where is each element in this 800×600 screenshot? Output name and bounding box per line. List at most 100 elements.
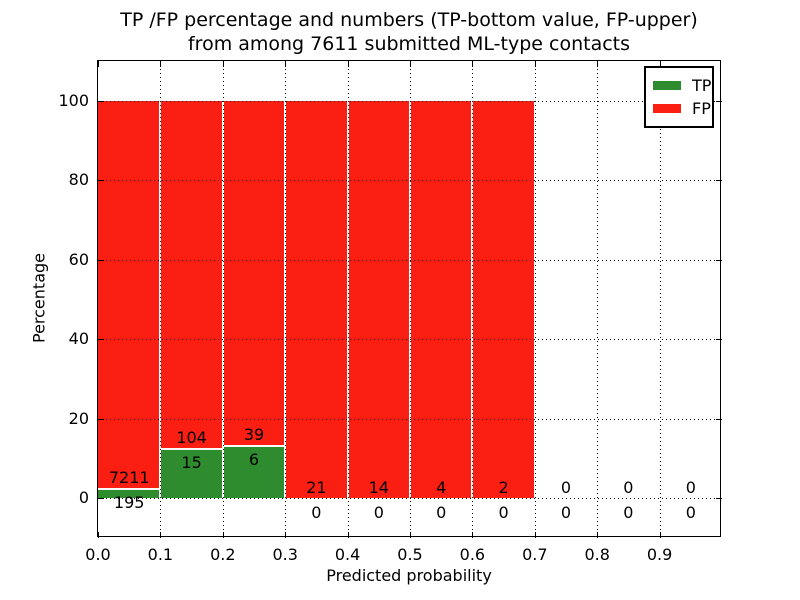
x-tick-label: 0.5 [397, 545, 423, 564]
x-tick-mark [597, 532, 599, 538]
horizontal-gridline [98, 100, 720, 102]
vertical-gridline [160, 61, 162, 536]
fp-count-label: 14 [368, 478, 389, 498]
x-tick-mark [98, 532, 99, 538]
x-tick-mark [98, 61, 99, 67]
x-tick-mark [160, 61, 162, 67]
legend: TP FP [644, 66, 714, 128]
tp-count-label: 0 [685, 503, 696, 523]
tp-count-label: 0 [498, 503, 509, 523]
tp-count-label: 0 [623, 503, 634, 523]
tp-count-label: 6 [248, 450, 260, 470]
x-tick-mark [285, 532, 287, 538]
y-tick-mark [716, 100, 722, 102]
y-tick-label: 80 [68, 170, 89, 190]
horizontal-gridline [98, 418, 720, 420]
vertical-gridline [597, 61, 599, 536]
fp-bar-segment [472, 100, 535, 499]
y-tick-mark [716, 418, 722, 420]
fp-count-label: 0 [623, 478, 634, 498]
chart-title: TP /FP percentage and numbers (TP-bottom… [97, 8, 721, 56]
x-tick-mark [222, 61, 224, 67]
chart-title-line2: from among 7611 submitted ML-type contac… [187, 33, 631, 55]
fp-bar-segment [222, 100, 286, 446]
fp-count-label: 21 [306, 478, 327, 498]
y-tick-label: 0 [78, 488, 89, 508]
fp-count-label: 0 [685, 478, 696, 498]
plot-area: TP FP 0.0 0.1 0.2 0.3 0.4 0.5 0.6 0.7 0.8 0.9 0 20 4… [58, 60, 722, 564]
tp-count-label: 0 [436, 503, 447, 523]
x-tick-mark [597, 61, 599, 67]
x-tick-label: 0.7 [522, 545, 548, 564]
chart-title-line1: TP /FP percentage and numbers (TP-bottom… [120, 9, 698, 31]
x-tick-mark [472, 532, 474, 538]
x-tick-mark [410, 61, 411, 67]
fp-bar-segment [410, 100, 473, 499]
legend-entry-fp: FP [653, 97, 711, 120]
y-tick-mark [98, 259, 104, 261]
fp-legend-label: FP [692, 98, 711, 118]
tp-count-label: 0 [560, 503, 572, 523]
fp-bar-segment [98, 100, 161, 488]
x-tick-mark [285, 61, 287, 67]
vertical-gridline [410, 61, 411, 536]
y-tick-mark [98, 418, 104, 420]
fp-bar-segment [160, 100, 223, 449]
x-axis-label: Predicted probability [326, 566, 492, 585]
y-tick-label: 60 [68, 249, 89, 269]
y-tick-mark [98, 339, 104, 341]
tp-bar-segment [98, 487, 161, 499]
legend-entry-tp: TP [653, 74, 711, 97]
tp-count-label: 195 [113, 492, 145, 512]
x-tick-label: 0.9 [646, 545, 673, 564]
x-tick-label: 0.2 [210, 545, 236, 564]
tp-legend-swatch [653, 81, 681, 90]
x-tick-mark [222, 532, 224, 538]
y-tick-mark [98, 100, 104, 102]
tp-bar-segment [160, 448, 223, 499]
y-tick-mark [98, 180, 104, 182]
fp-count-label: 0 [560, 478, 572, 498]
fp-count-label: 39 [243, 425, 265, 445]
fp-bar-segment [347, 100, 410, 499]
x-tick-mark [659, 532, 661, 538]
x-tick-mark [534, 61, 536, 67]
tp-bar-segment [222, 445, 286, 499]
y-tick-mark [716, 339, 722, 341]
vertical-gridline [222, 61, 224, 536]
horizontal-gridline [98, 498, 720, 500]
horizontal-gridline [98, 259, 720, 261]
fp-count-label: 104 [176, 428, 207, 448]
y-tick-mark [716, 180, 722, 182]
y-tick-label: 20 [68, 408, 89, 428]
tp-count-label: 0 [311, 503, 322, 523]
y-tick-mark [98, 498, 104, 500]
x-tick-label: 0.0 [85, 545, 111, 564]
x-tick-label: 0.6 [459, 545, 486, 564]
y-tick-label: 40 [68, 329, 89, 349]
fp-count-label: 7211 [108, 467, 150, 487]
vertical-gridline [659, 61, 661, 536]
y-tick-label: 100 [58, 90, 89, 110]
x-tick-label: 0.1 [147, 545, 174, 564]
x-tick-label: 0.8 [584, 545, 610, 564]
horizontal-gridline [98, 339, 720, 341]
vertical-gridline [285, 61, 287, 536]
x-tick-mark [347, 532, 349, 538]
fp-bar-segment [285, 100, 348, 499]
tp-count-label: 0 [373, 503, 384, 523]
x-tick-mark [472, 61, 474, 67]
fp-count-label: 4 [436, 478, 447, 498]
vertical-gridline [472, 61, 474, 536]
fp-legend-swatch [653, 104, 681, 113]
x-tick-mark [410, 532, 411, 538]
x-tick-mark [160, 532, 162, 538]
tp-count-label: 15 [181, 453, 202, 473]
x-tick-label: 0.3 [272, 545, 298, 564]
horizontal-gridline [98, 180, 720, 182]
x-tick-mark [659, 61, 661, 67]
y-tick-mark [716, 259, 722, 261]
y-tick-mark [716, 498, 722, 500]
x-tick-mark [534, 532, 536, 538]
